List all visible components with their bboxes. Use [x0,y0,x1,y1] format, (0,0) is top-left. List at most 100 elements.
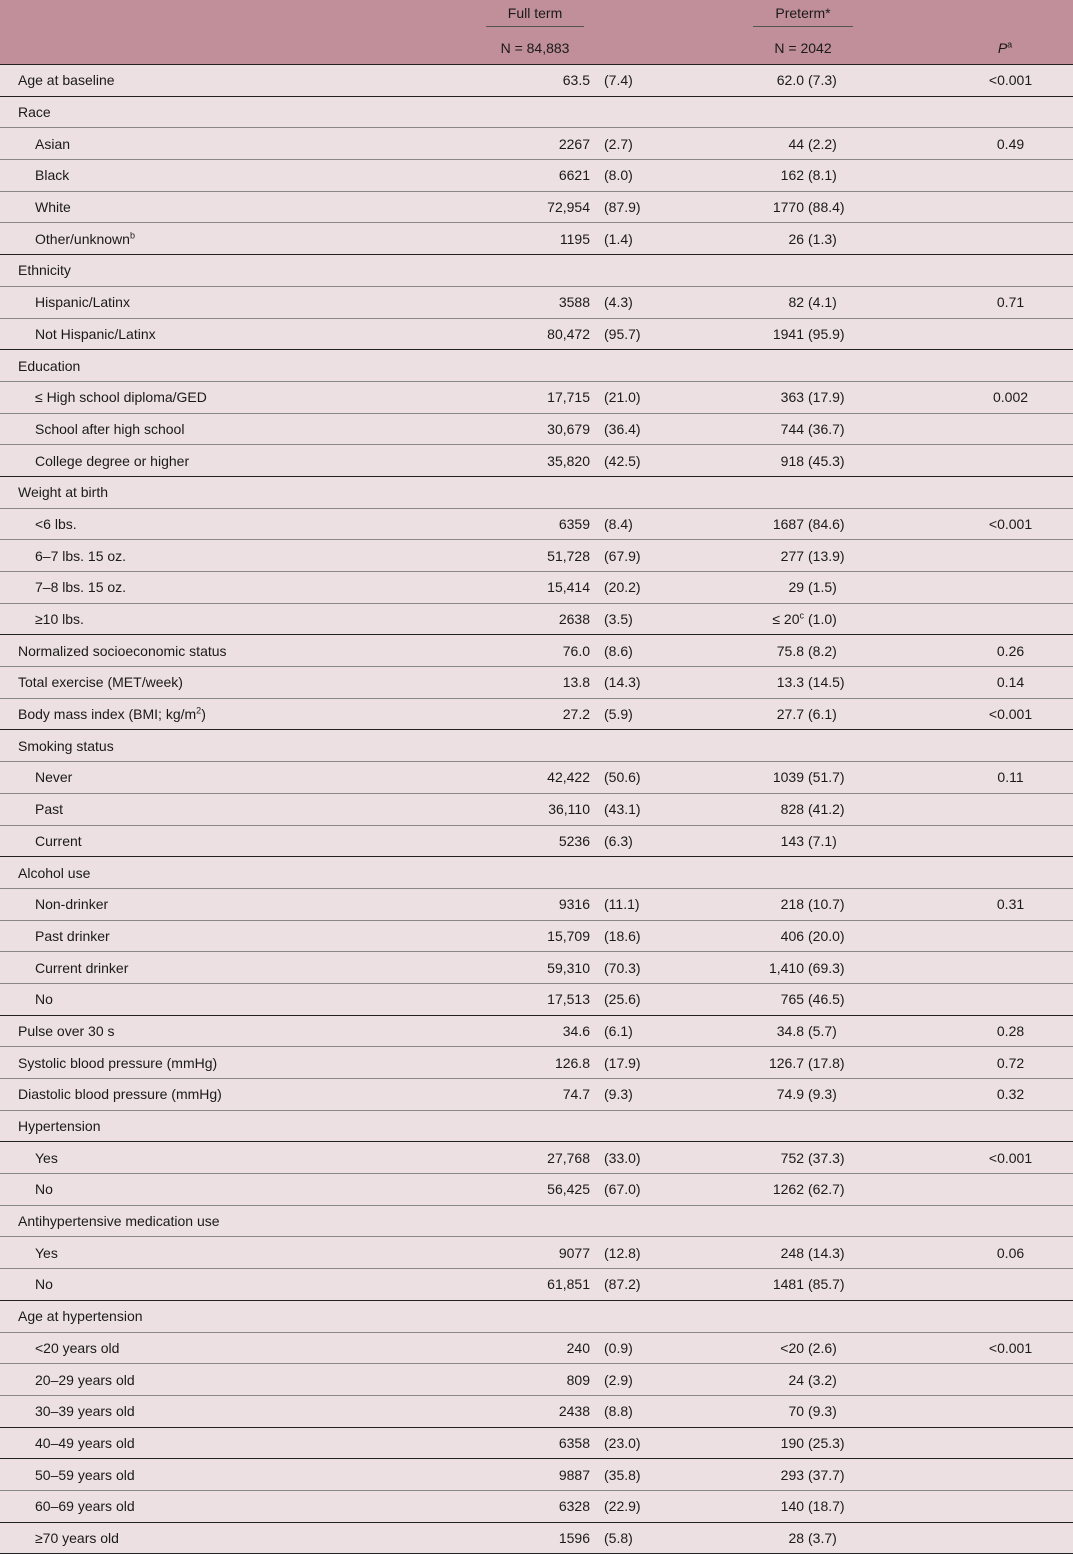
full-term-pct: (5.9) [604,706,633,723]
full-term-pct [600,96,698,128]
full-term-n: N = 84,883 [372,32,699,65]
p-value [908,1174,1073,1206]
preterm-pct: (18.7) [808,1498,845,1515]
row-label: Current drinker [35,959,129,976]
full-term-value: 17,715 [547,389,590,406]
preterm-pct: (62.7) [808,1181,845,1198]
full-term-value [372,1110,600,1142]
preterm-value: 1941 [772,325,805,342]
full-term-pct: (67.9) [604,547,641,564]
full-term-pct: (67.0) [604,1181,641,1198]
preterm-cell: 29 (1.5) [698,572,908,604]
full-term-pct [600,1205,698,1237]
table-row: Systolic blood pressure (mmHg) 126.8 (17.9… [0,1046,1073,1079]
full-term-pct: (5.8) [604,1529,633,1546]
preterm-pct: (10.7) [808,896,845,913]
preterm-pct [804,358,808,374]
full-term-value [372,255,600,287]
full-term-pct: (87.2) [604,1276,641,1293]
table-row: Body mass index (BMI; kg/m2) 27.2 (5.9) 27.… [0,698,1073,730]
row-label: Total exercise (MET/week) [18,674,183,691]
row-label: No [35,991,53,1008]
preterm-value: 248 [780,1244,805,1261]
p-value [908,920,1073,952]
row-label: 20–29 years old [35,1371,135,1388]
row-label: 30–39 years old [35,1403,135,1420]
p-value [908,825,1073,857]
preterm-value: 828 [780,801,805,818]
full-term-value: 76.0 [562,642,590,659]
p-value [908,255,1073,287]
preterm-value: 24 [788,1371,805,1388]
full-term-value [372,1300,600,1332]
preterm-pct: (9.3) [808,1086,837,1103]
full-term-pct: (8.0) [604,167,633,184]
preterm-header: Preterm* [698,0,908,32]
preterm-pct: (7.1) [808,832,837,849]
preterm-pct [804,484,808,500]
row-label: White [35,199,71,216]
full-term-pct: (22.9) [604,1498,641,1515]
row-label: Asian [35,135,71,152]
p-value: 0.49 [996,135,1025,152]
p-value [908,350,1073,382]
full-term-pct: (70.3) [604,959,641,976]
preterm-pct: (37.7) [808,1466,845,1483]
preterm-value: 34.8 [776,1022,805,1039]
table-row: <6 lbs. 6359 (8.4) 1687 (84.6) <0.001 [0,508,1073,540]
row-label: Antihypertensive medication use [18,1213,220,1230]
preterm-value: 293 [780,1466,805,1483]
preterm-pct [804,1118,808,1134]
table-row: No 17,513 (25.6) 765 (46.5) [0,983,1073,1015]
p-value [908,1427,1073,1459]
preterm-cell: 75.8 (8.2) [698,635,908,667]
preterm-cell: 1687 (84.6) [698,508,908,540]
table-row: ≥70 years old 1596 (5.8) 28 (3.7) [0,1522,1073,1554]
row-label: Yes [35,1149,58,1166]
preterm-cell: <20 (2.6) [698,1332,908,1364]
full-term-value: 2638 [558,611,590,628]
table-row: Diastolic blood pressure (mmHg) 74.7 (9.3)… [0,1078,1073,1111]
full-term-pct: (8.8) [604,1403,633,1420]
preterm-pct: (25.3) [808,1434,845,1451]
preterm-pct: (41.2) [808,801,845,818]
row-label: Never [35,769,73,786]
preterm-pct: (85.7) [808,1276,845,1293]
p-value: 0.31 [996,896,1025,913]
table-row: ≥10 lbs. 2638 (3.5) ≤ 20c (1.0) [0,603,1073,635]
preterm-cell: 1481 (85.7) [698,1269,908,1301]
preterm-value: 918 [780,452,805,469]
full-term-pct [600,255,698,287]
row-label: <6 lbs. [35,515,77,532]
row-label: Not Hispanic/Latinx [35,325,156,342]
p-value: <0.001 [988,706,1033,723]
p-value [908,1395,1073,1427]
full-term-value [372,476,600,508]
full-term-pct: (2.7) [604,135,633,152]
p-value [908,603,1073,635]
table-row: ≤ High school diploma/GED 17,715 (21.0) 363… [0,381,1073,413]
p-value [908,793,1073,825]
preterm-value: 62.0 [776,72,805,89]
row-label: No [35,1276,53,1293]
p-value [908,540,1073,572]
preterm-cell [698,96,908,128]
preterm-cell: 28 (3.7) [698,1522,908,1554]
full-term-value: 9887 [558,1466,590,1483]
row-label: Diastolic blood pressure (mmHg) [18,1086,222,1103]
table-row: Age at hypertension [0,1300,1073,1332]
preterm-cell: 218 (10.7) [698,888,908,920]
full-term-pct: (17.9) [604,1054,641,1071]
preterm-pct: (9.3) [808,1403,837,1420]
table-row: Past 36,110 (43.1) 828 (41.2) [0,793,1073,825]
preterm-value: ≤ 20 [772,611,800,628]
table-row: Yes 9077 (12.8) 248 (14.3) 0.06 [0,1236,1073,1269]
table-row: Non-drinker 9316 (11.1) 218 (10.7) 0.31 [0,888,1073,920]
preterm-pct: (1.5) [808,579,837,596]
table-row: White 72,954 (87.9) 1770 (88.4) [0,191,1073,223]
row-label: 40–49 years old [35,1434,135,1451]
table-row: Black 6621 (8.0) 162 (8.1) [0,159,1073,192]
table-row: 60–69 years old 6328 (22.9) 140 (18.7) [0,1490,1073,1522]
p-value [908,1110,1073,1142]
preterm-value: 1,410 [768,959,805,976]
